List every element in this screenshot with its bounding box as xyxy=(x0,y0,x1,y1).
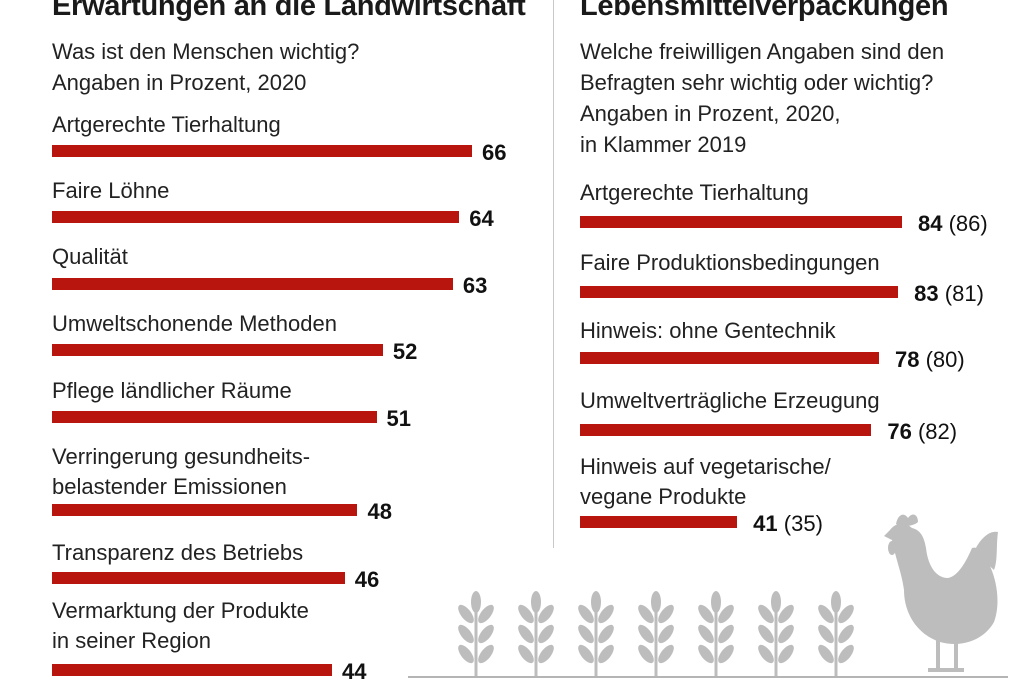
chart-left-subtitle-line: Was ist den Menschen wichtig? xyxy=(52,39,360,64)
ground-line xyxy=(408,676,1008,678)
bar xyxy=(52,344,383,356)
value-label: 66 xyxy=(482,141,506,165)
wheat-sprout-icon xyxy=(818,591,854,676)
value-label-text: 63 xyxy=(462,273,488,298)
column-divider xyxy=(553,0,554,548)
wheat-row xyxy=(458,591,854,676)
bar xyxy=(580,424,872,436)
bar xyxy=(580,286,899,298)
value-label-2020: 78 xyxy=(895,347,920,372)
category-label: Faire Produktionsbedingungen xyxy=(580,250,880,275)
value-label-text: 44 xyxy=(342,659,367,684)
category-label: Vermarktung der Produkte in seiner Regio… xyxy=(52,598,309,653)
value-label: 63 xyxy=(463,274,487,298)
value-label: 46 xyxy=(355,568,379,592)
value-label-2020: 41 xyxy=(753,511,778,536)
value-label: 78 (80) xyxy=(895,348,965,372)
value-label-text: 52 xyxy=(392,339,418,364)
chart-right-subtitle: Welche freiwilligen Angaben sind den Bef… xyxy=(580,36,944,160)
value-label-2019: (82) xyxy=(917,419,958,444)
wheat-sprout-icon xyxy=(758,591,794,676)
bar xyxy=(52,572,345,584)
bar xyxy=(580,216,902,228)
value-label-2019: (80) xyxy=(925,347,965,372)
wheat-sprout-icon xyxy=(638,591,674,676)
value-label-text: 51 xyxy=(386,406,412,431)
value-label-text: 48 xyxy=(367,499,392,524)
value-label: 44 xyxy=(342,660,366,684)
bar xyxy=(580,516,738,528)
value-label: 64 xyxy=(469,207,493,231)
value-label-text: 46 xyxy=(354,567,380,592)
chart-left-subtitle-line: Angaben in Prozent, 2020 xyxy=(52,70,307,95)
bar xyxy=(52,145,472,157)
category-label: Umweltschonende Methoden xyxy=(52,311,337,336)
category-label: Umweltverträgliche Erzeugung xyxy=(580,388,880,413)
category-label: Artgerechte Tierhaltung xyxy=(52,112,281,137)
value-label-text: 64 xyxy=(469,206,494,231)
chart-right-subtitle-line: Welche freiwilligen Angaben sind den xyxy=(580,39,945,64)
value-label-2020: 83 xyxy=(914,281,939,306)
category-label: Artgerechte Tierhaltung xyxy=(580,180,809,205)
category-label: Faire Löhne xyxy=(52,178,170,203)
chicken-icon xyxy=(884,514,998,672)
category-label: Hinweis: ohne Gentechnik xyxy=(580,318,836,343)
wheat-sprout-icon xyxy=(458,591,494,676)
value-label-2019: (86) xyxy=(948,211,988,236)
chart-left-subtitle: Was ist den Menschen wichtig? Angaben in… xyxy=(52,36,359,98)
chart-right-subtitle-line: Angaben in Prozent, 2020, xyxy=(580,101,841,126)
category-label: Hinweis auf vegetarische/ vegane Produkt… xyxy=(580,454,831,509)
category-label: Transparenz des Betriebs xyxy=(52,540,304,565)
bar xyxy=(52,664,332,676)
bar xyxy=(52,211,460,223)
bar xyxy=(52,278,453,290)
value-label: 52 xyxy=(393,340,417,364)
category-label: Verringerung gesundheits- belastender Em… xyxy=(52,444,311,499)
chart-right-subtitle-line: Befragten sehr wichtig oder wichtig? xyxy=(580,70,934,95)
wheat-sprout-icon xyxy=(518,591,554,676)
bar xyxy=(52,411,377,423)
wheat-sprout-icon xyxy=(578,591,614,676)
chart-right-title: Lebensmittelverpackungen xyxy=(580,0,949,22)
value-label-2020: 84 xyxy=(918,211,943,236)
bar xyxy=(52,504,358,516)
value-label: 83 (81) xyxy=(914,282,984,306)
chart-right: Lebensmittelverpackungen Welche freiwill… xyxy=(580,0,1000,560)
chart-left: Erwartungen an die Landwirtschaft Was is… xyxy=(52,0,532,684)
value-label: 48 xyxy=(367,500,391,524)
bar xyxy=(580,352,879,364)
chart-right-subtitle-line: in Klammer 2019 xyxy=(580,132,747,157)
value-label-2019: (81) xyxy=(944,281,984,306)
wheat-sprout-icon xyxy=(698,591,734,676)
category-label: Qualität xyxy=(52,244,128,269)
value-label: 84 (86) xyxy=(918,212,988,236)
category-label: Pflege ländlicher Räume xyxy=(52,378,292,403)
chart-left-title: Erwartungen an die Landwirtschaft xyxy=(52,0,526,22)
value-label: 51 xyxy=(387,407,411,431)
value-label: 41 (35) xyxy=(753,512,823,536)
value-label-text: 66 xyxy=(482,140,507,165)
value-label-2020: 76 xyxy=(887,419,912,444)
value-label-2019: (35) xyxy=(783,511,823,536)
value-label: 76 (82) xyxy=(887,420,957,444)
